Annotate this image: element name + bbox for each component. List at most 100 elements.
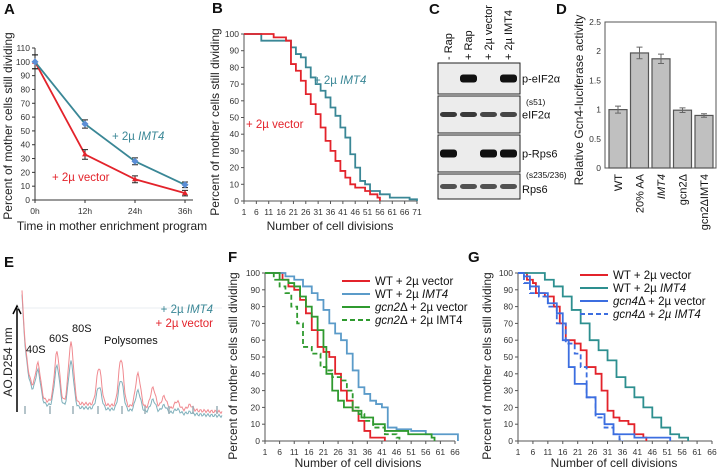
b-series-1 (244, 33, 381, 201)
d-ytick-label: 2.5 (589, 17, 601, 27)
f-legend-entry: WT + 2µ vector (375, 276, 453, 288)
g-xtick-label: 26 (588, 447, 598, 457)
g-xtick-label: 16 (558, 447, 568, 457)
a-data-point (81, 120, 89, 128)
g-xtick-label: 31 (603, 447, 613, 457)
f-xtick-label: 56 (421, 447, 431, 457)
a-data-point (131, 157, 139, 165)
a-data-point (181, 181, 189, 189)
e-ylabel: AO.D254 nm (1, 327, 15, 396)
b-xtick-label: 46 (350, 207, 360, 217)
a-legend-vector: + 2µ vector (52, 172, 110, 184)
d-xtick-label: IMT4 (656, 174, 668, 199)
c-band (500, 149, 517, 158)
f-ytick-label: 30 (251, 386, 261, 396)
d-bar (608, 108, 628, 169)
g-series-0 (518, 272, 648, 441)
c-lane-label: + 2µ vector (483, 5, 495, 60)
g-xtick-label: 66 (707, 447, 717, 457)
b-xtick-label: 36 (326, 207, 336, 217)
b-xtick-label: 61 (388, 207, 398, 217)
c-band (440, 149, 457, 158)
f-xtick-label: 66 (450, 447, 460, 457)
f-xtick-label: 61 (436, 447, 446, 457)
b-xtick-label: 16 (276, 207, 286, 217)
e-legend-vector: + 2µ vector (156, 318, 214, 330)
g-xlabel: Number of cell divisions (551, 456, 678, 470)
d-bar (651, 58, 671, 169)
g-ytick-label: 90 (504, 285, 514, 295)
a-ytick-label: 0 (25, 195, 30, 205)
panel-label-g: G (468, 249, 480, 266)
f-ytick-label: 70 (251, 318, 261, 328)
d-errorbar (615, 105, 621, 114)
panel-label-d: D (556, 1, 567, 18)
b-xtick-label: 31 (313, 207, 323, 217)
b-xtick-label: 6 (254, 207, 259, 217)
f-series-0 (265, 272, 386, 441)
g-ytick-label: 10 (504, 419, 514, 429)
a-ytick-label: 50 (21, 126, 31, 136)
d-ytick-label: 0.5 (589, 134, 601, 144)
g-xtick-label: 41 (633, 447, 643, 457)
a-ytick-label: 20 (21, 167, 31, 177)
a-series-1 (34, 61, 186, 186)
a-ytick-label: 80 (21, 84, 31, 94)
f-xtick-label: 21 (319, 447, 329, 457)
e-peak-label-40s: 40S (26, 344, 46, 356)
f-ytick-label: 40 (251, 369, 261, 379)
d-errorbar (701, 113, 707, 118)
c-row-sublabel: (s235/236) (526, 170, 567, 180)
f-xtick-label: 41 (377, 447, 387, 457)
c-lane-label: - Rap (443, 33, 455, 60)
a-xtick-label: 36h (178, 206, 192, 216)
a-ytick-label: 10 (21, 181, 31, 191)
e-peak-label-polysomes: Polysomes (104, 335, 158, 347)
e-peak-label-60s: 60S (49, 333, 69, 345)
d-xtick-label: gcn2Δ (678, 173, 690, 205)
f-legend-entry: gcn2Δ + 2µ IMT4 (375, 315, 463, 327)
b-xtick-label: 71 (412, 207, 422, 217)
c-band (480, 112, 497, 117)
c-band (440, 184, 457, 189)
c-row-label: p-Rps6 (522, 149, 557, 161)
a-legend-imt4: + 2µ IMT4 (112, 131, 164, 143)
b-ylabel: Percent of mother cells still dividing (208, 28, 222, 215)
f-ytick-label: 10 (251, 419, 261, 429)
a-ytick-label: 40 (21, 140, 31, 150)
g-legend-entry: WT + 2µ IMT4 (613, 283, 686, 295)
a-ytick-label: 100 (16, 57, 30, 67)
b-ytick-label: 30 (230, 146, 240, 156)
b-xtick-label: 41 (338, 207, 348, 217)
d-ytick-label: 1.5 (589, 75, 601, 85)
c-band (460, 184, 477, 189)
d-errorbar (658, 53, 664, 64)
b-xtick-label: 11 (264, 207, 273, 217)
g-ytick-label: 40 (504, 369, 514, 379)
c-band (500, 184, 517, 189)
g-ytick-label: 50 (504, 352, 514, 362)
panel-label-f: F (228, 249, 237, 266)
g-series-3 (518, 272, 624, 441)
g-ytick-label: 100 (499, 268, 513, 278)
g-series-1 (518, 272, 690, 441)
g-xtick-label: 61 (692, 447, 702, 457)
d-ytick-label: 2 (596, 46, 601, 56)
b-ytick-label: 40 (230, 129, 240, 139)
a-ytick-label: 110 (16, 43, 30, 53)
f-xtick-label: 36 (363, 447, 373, 457)
f-legend-entry: WT + 2µ IMT4 (375, 289, 448, 301)
b-xtick-label: 51 (363, 207, 373, 217)
e-trace-imt4 (21, 294, 223, 419)
c-band (460, 112, 477, 117)
f-xtick-label: 16 (304, 447, 314, 457)
a-data-point (132, 176, 138, 182)
panel-label-c: C (429, 1, 440, 18)
b-legend-imt4: + 2µ IMT4 (314, 75, 366, 87)
f-xtick-label: 26 (333, 447, 343, 457)
a-ytick-label: 60 (21, 112, 31, 122)
f-xtick-label: 46 (392, 447, 402, 457)
g-xtick-label: 51 (662, 447, 672, 457)
g-legend-entry: gcn4Δ + 2µ vector (613, 296, 706, 308)
